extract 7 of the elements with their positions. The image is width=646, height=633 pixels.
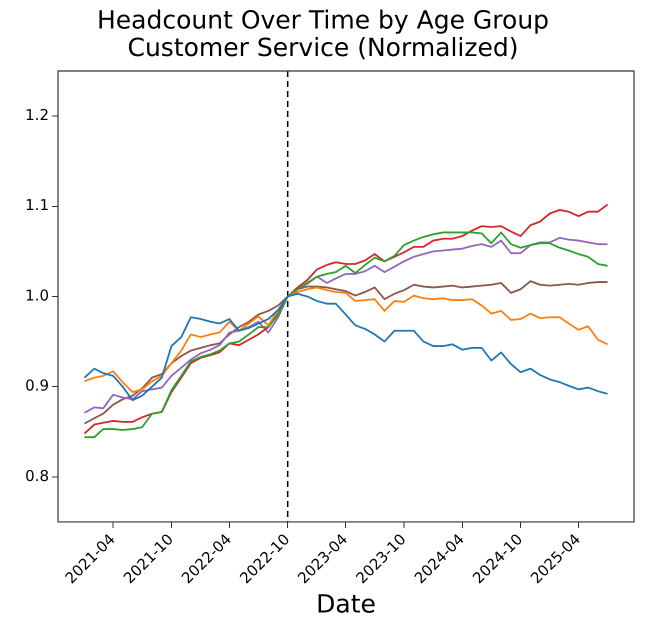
y-tick-label: 0.8	[25, 466, 49, 485]
chart-title: Headcount Over Time by Age Group Customer Service (Normalized)	[96, 5, 550, 62]
y-tick-label: 1.2	[25, 106, 49, 124]
y-tick-label: 1.1	[25, 196, 49, 214]
y-tick-label: 0.9	[25, 376, 49, 395]
y-tick-label: 1.0	[25, 286, 49, 304]
x-axis-title: Date	[316, 590, 376, 618]
